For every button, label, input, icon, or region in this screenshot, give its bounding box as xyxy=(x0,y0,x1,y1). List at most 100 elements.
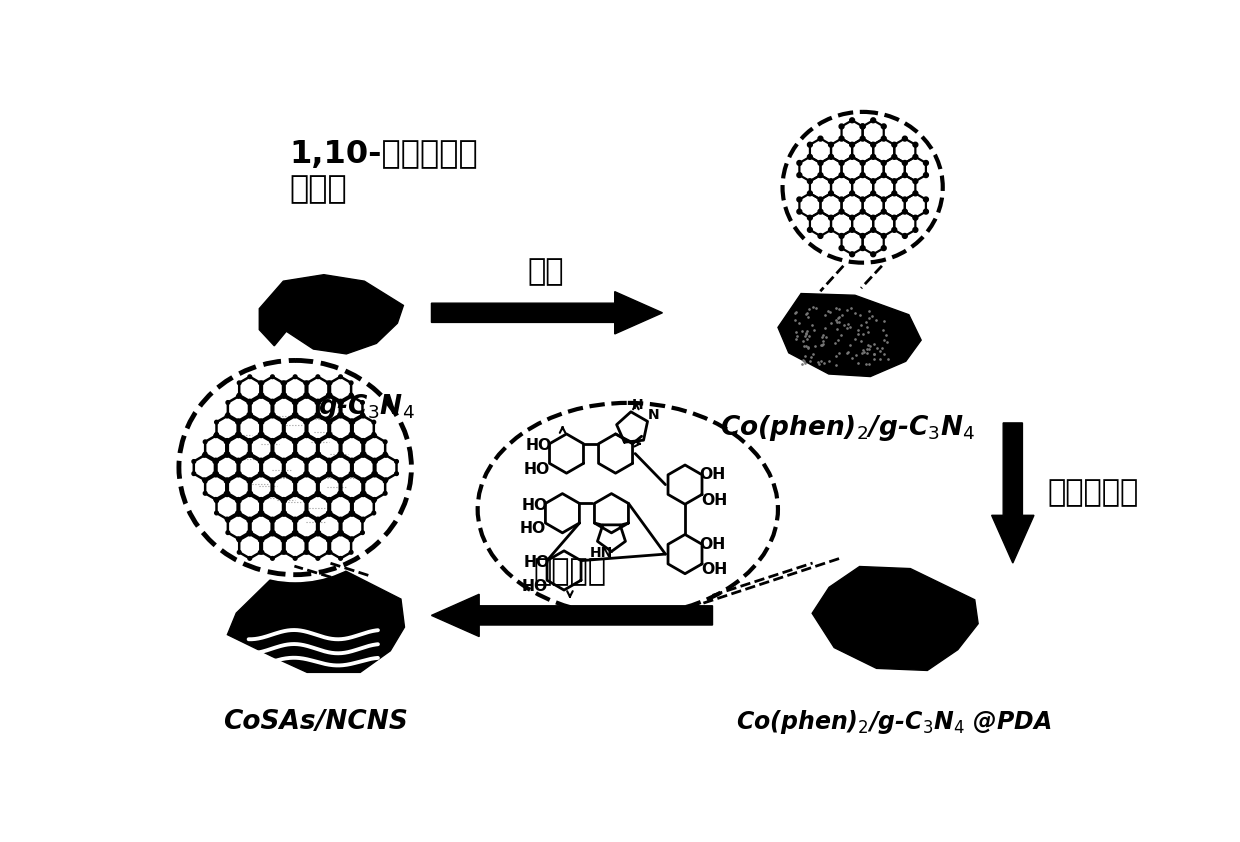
Circle shape xyxy=(316,517,320,521)
Circle shape xyxy=(861,197,866,202)
Circle shape xyxy=(294,493,298,497)
Circle shape xyxy=(394,460,398,463)
Polygon shape xyxy=(341,475,362,499)
Circle shape xyxy=(372,433,376,436)
Circle shape xyxy=(248,532,252,536)
Circle shape xyxy=(870,154,875,159)
Circle shape xyxy=(861,233,866,238)
Circle shape xyxy=(294,375,298,379)
Circle shape xyxy=(329,499,332,503)
Circle shape xyxy=(305,420,309,424)
Circle shape xyxy=(305,458,309,462)
Circle shape xyxy=(236,460,239,463)
Circle shape xyxy=(215,460,218,463)
Text: 多巴胺包覆: 多巴胺包覆 xyxy=(1048,477,1138,507)
Circle shape xyxy=(849,118,854,123)
Circle shape xyxy=(237,381,241,385)
Circle shape xyxy=(305,551,309,554)
Circle shape xyxy=(326,381,330,385)
Circle shape xyxy=(203,452,207,456)
Circle shape xyxy=(224,479,228,483)
Circle shape xyxy=(350,513,353,516)
Circle shape xyxy=(294,557,298,560)
Circle shape xyxy=(924,161,929,165)
Polygon shape xyxy=(319,435,340,460)
Circle shape xyxy=(372,511,376,514)
Circle shape xyxy=(247,440,250,444)
Circle shape xyxy=(305,460,309,463)
Circle shape xyxy=(861,173,866,178)
Circle shape xyxy=(270,454,274,457)
Polygon shape xyxy=(285,376,306,401)
Circle shape xyxy=(373,498,377,501)
Circle shape xyxy=(247,479,250,483)
Circle shape xyxy=(892,191,897,196)
Polygon shape xyxy=(228,397,249,421)
Circle shape xyxy=(339,493,342,497)
Circle shape xyxy=(237,473,241,477)
Circle shape xyxy=(362,479,366,483)
Polygon shape xyxy=(239,416,260,440)
Circle shape xyxy=(339,530,341,535)
Text: HO: HO xyxy=(520,521,546,536)
Circle shape xyxy=(272,401,275,404)
Circle shape xyxy=(882,124,887,129)
Circle shape xyxy=(870,216,875,220)
Circle shape xyxy=(270,414,274,418)
Circle shape xyxy=(326,472,330,476)
Circle shape xyxy=(281,498,285,501)
Circle shape xyxy=(339,557,342,560)
Circle shape xyxy=(305,537,309,541)
Circle shape xyxy=(270,375,274,379)
Circle shape xyxy=(304,472,308,476)
Circle shape xyxy=(270,413,274,417)
Circle shape xyxy=(861,124,866,129)
Circle shape xyxy=(350,381,353,385)
Circle shape xyxy=(259,473,263,477)
Circle shape xyxy=(260,472,264,476)
Polygon shape xyxy=(228,475,249,499)
Circle shape xyxy=(340,530,343,535)
Circle shape xyxy=(339,492,341,495)
Circle shape xyxy=(304,499,308,503)
Circle shape xyxy=(270,401,274,404)
Circle shape xyxy=(839,161,844,165)
Polygon shape xyxy=(308,376,329,401)
Circle shape xyxy=(249,401,253,404)
Circle shape xyxy=(361,440,365,444)
Circle shape xyxy=(882,197,887,202)
Circle shape xyxy=(226,492,229,495)
Polygon shape xyxy=(777,294,921,376)
Text: N: N xyxy=(649,408,660,422)
Text: OH: OH xyxy=(699,467,725,482)
Polygon shape xyxy=(341,514,362,539)
Polygon shape xyxy=(308,416,329,440)
Circle shape xyxy=(882,161,887,165)
Circle shape xyxy=(192,460,196,463)
Circle shape xyxy=(226,439,229,442)
Circle shape xyxy=(237,458,241,462)
Circle shape xyxy=(270,479,274,483)
Polygon shape xyxy=(227,567,404,673)
Circle shape xyxy=(247,519,250,522)
Circle shape xyxy=(861,124,866,129)
Polygon shape xyxy=(341,397,362,421)
Circle shape xyxy=(818,233,823,238)
Circle shape xyxy=(350,395,353,398)
Circle shape xyxy=(807,142,812,147)
Circle shape xyxy=(259,513,263,516)
Circle shape xyxy=(350,538,353,542)
Circle shape xyxy=(305,472,309,476)
Circle shape xyxy=(247,452,250,456)
Circle shape xyxy=(294,519,298,522)
Text: H: H xyxy=(631,398,644,413)
Circle shape xyxy=(383,452,387,456)
Circle shape xyxy=(304,381,308,385)
Circle shape xyxy=(281,420,285,424)
Circle shape xyxy=(361,493,365,497)
Circle shape xyxy=(362,440,366,444)
Circle shape xyxy=(327,537,331,541)
Circle shape xyxy=(294,439,298,442)
Circle shape xyxy=(828,216,833,220)
Circle shape xyxy=(202,478,206,482)
